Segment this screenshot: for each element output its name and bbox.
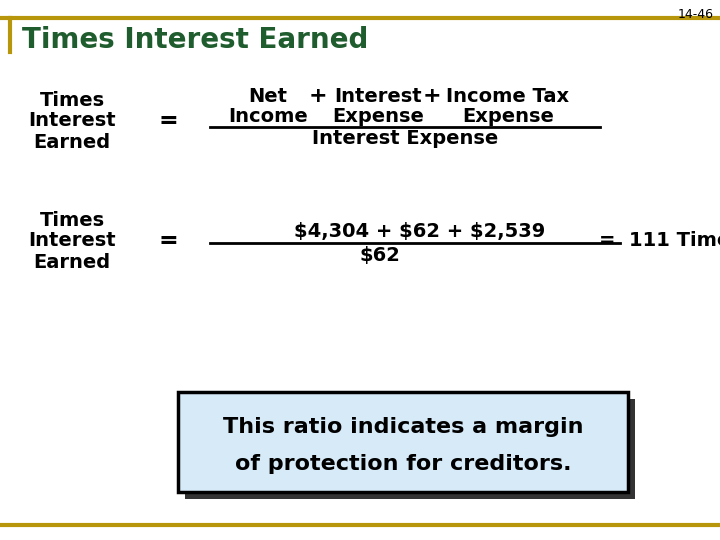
Text: This ratio indicates a margin: This ratio indicates a margin bbox=[222, 417, 583, 437]
Text: Times: Times bbox=[40, 211, 104, 229]
Text: Expense: Expense bbox=[462, 106, 554, 125]
Text: Interest: Interest bbox=[28, 232, 116, 251]
Text: Earned: Earned bbox=[33, 132, 111, 152]
Text: Interest Expense: Interest Expense bbox=[312, 130, 498, 148]
Text: =: = bbox=[158, 109, 178, 133]
Text: Income Tax: Income Tax bbox=[446, 87, 570, 106]
FancyBboxPatch shape bbox=[185, 399, 635, 499]
Text: 14-46: 14-46 bbox=[678, 8, 714, 21]
Text: +: + bbox=[423, 86, 441, 106]
Text: $62: $62 bbox=[359, 246, 400, 265]
Text: +: + bbox=[309, 86, 328, 106]
Text: Expense: Expense bbox=[332, 106, 424, 125]
Text: =: = bbox=[158, 229, 178, 253]
Text: Interest: Interest bbox=[28, 111, 116, 131]
Text: Times Interest Earned: Times Interest Earned bbox=[22, 26, 369, 54]
Text: of protection for creditors.: of protection for creditors. bbox=[235, 454, 571, 474]
Text: Interest: Interest bbox=[334, 87, 422, 106]
Text: =  111 Times: = 111 Times bbox=[598, 232, 720, 251]
Text: Net: Net bbox=[248, 87, 287, 106]
Text: Times: Times bbox=[40, 91, 104, 110]
FancyBboxPatch shape bbox=[178, 392, 628, 492]
Text: Income: Income bbox=[228, 106, 308, 125]
Text: Earned: Earned bbox=[33, 253, 111, 272]
Text: $4,304 + $62 + $2,539: $4,304 + $62 + $2,539 bbox=[294, 222, 546, 241]
